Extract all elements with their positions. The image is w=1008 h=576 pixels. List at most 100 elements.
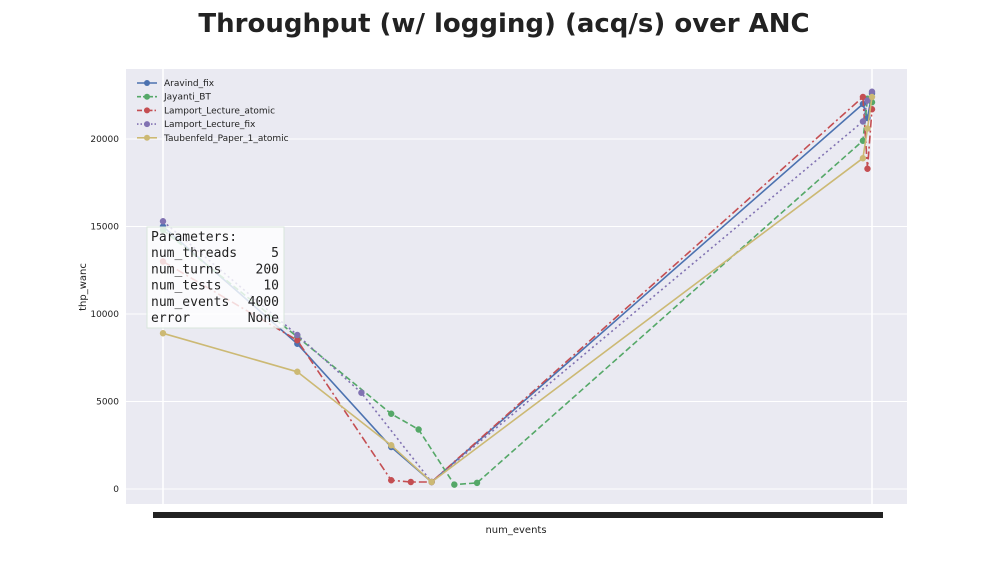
x-tick-label — [313, 512, 315, 518]
x-tick-label — [831, 512, 833, 518]
x-tick-label — [859, 512, 861, 518]
legend-marker — [144, 80, 150, 86]
x-tick-label — [603, 512, 605, 518]
x-tick-label — [837, 512, 839, 518]
x-tick-label — [753, 512, 755, 518]
x-tick-label — [481, 512, 483, 518]
x-tick-label — [599, 512, 601, 518]
x-tick-label — [761, 512, 763, 518]
x-tick-label — [639, 512, 641, 518]
x-tick-label — [651, 512, 653, 518]
x-tick-label — [595, 512, 597, 518]
x-tick-label — [559, 512, 561, 518]
x-tick-label — [669, 512, 671, 518]
x-tick-label — [241, 512, 243, 518]
x-tick-label — [823, 512, 825, 518]
data-point — [859, 137, 867, 144]
x-tick-label — [649, 512, 651, 518]
x-tick-label — [277, 512, 279, 518]
x-tick-label — [779, 512, 781, 518]
x-tick-label — [805, 512, 807, 518]
data-point — [473, 479, 481, 487]
x-tick-label — [379, 512, 381, 518]
x-tick-label — [359, 512, 361, 518]
x-tick-label — [281, 512, 283, 518]
x-tick-label — [547, 512, 549, 518]
x-tick-label — [861, 512, 863, 518]
x-tick-label — [235, 512, 237, 518]
x-tick-label — [847, 512, 849, 518]
x-tick-label — [661, 512, 663, 518]
x-tick-label — [171, 512, 173, 518]
x-tick-label — [609, 512, 611, 518]
x-tick-label — [393, 512, 395, 518]
x-tick-label — [749, 512, 751, 518]
legend-marker — [144, 121, 150, 128]
x-tick-label — [553, 512, 555, 518]
x-tick-label — [419, 512, 421, 518]
x-tick-label — [665, 512, 667, 518]
x-tick-label — [403, 512, 405, 518]
x-tick-label — [675, 512, 677, 518]
x-tick-label — [515, 512, 517, 518]
x-tick-label — [611, 512, 613, 518]
x-tick-label — [789, 512, 791, 518]
x-tick-label — [477, 512, 479, 518]
x-tick-label — [771, 512, 773, 518]
data-point — [294, 337, 301, 344]
x-tick-label — [691, 512, 693, 518]
x-tick-label — [525, 512, 527, 518]
x-tick-label — [667, 512, 669, 518]
x-tick-label — [257, 512, 259, 518]
x-tick-label — [383, 512, 385, 518]
x-tick-label — [857, 512, 859, 518]
x-tick-label — [169, 512, 171, 518]
data-point — [407, 478, 415, 486]
x-tick-label — [655, 512, 657, 518]
x-tick-label — [323, 512, 325, 518]
x-tick-label — [437, 512, 439, 518]
x-tick-label — [333, 512, 335, 518]
x-tick-label — [243, 512, 245, 518]
x-tick-label — [185, 512, 187, 518]
data-point — [387, 442, 395, 449]
x-tick-label — [165, 512, 167, 518]
x-tick-label — [369, 512, 371, 518]
x-tick-label — [739, 512, 741, 518]
x-tick-label — [329, 512, 331, 518]
parameter-value: 200 — [256, 262, 279, 277]
x-tick-label — [375, 512, 377, 518]
x-tick-label — [865, 512, 867, 518]
data-point — [864, 125, 871, 132]
x-tick-label — [199, 512, 201, 518]
x-tick-label — [401, 512, 403, 518]
x-tick-label — [583, 512, 585, 518]
x-tick-label — [757, 512, 759, 518]
x-tick-label — [773, 512, 775, 518]
x-tick-label — [505, 512, 507, 518]
legend-label: Lamport_Lecture_fix — [164, 120, 256, 130]
x-tick-label — [211, 512, 213, 518]
x-tick-label — [851, 512, 853, 518]
x-tick-label — [357, 512, 359, 518]
x-tick-label — [699, 512, 701, 518]
x-tick-label — [785, 512, 787, 518]
x-tick-label — [287, 512, 289, 518]
x-tick-label — [543, 512, 545, 518]
x-tick-label — [539, 512, 541, 518]
x-tick-label — [215, 512, 217, 518]
x-tick-label — [157, 512, 159, 518]
x-tick-label — [503, 512, 505, 518]
x-tick-label — [351, 512, 353, 518]
x-tick-label — [335, 512, 337, 518]
x-tick-label — [499, 512, 501, 518]
x-tick-label — [275, 512, 277, 518]
parameters-box: Parameters:num_threads 5 num_turns 200 num_t… — [146, 226, 285, 329]
x-tick-label — [557, 512, 559, 518]
x-tick-label — [695, 512, 697, 518]
parameters-heading: Parameters: — [151, 230, 237, 245]
legend-label: Jayanti_BT — [163, 93, 211, 103]
x-tick-label — [581, 512, 583, 518]
x-tick-label — [455, 512, 457, 518]
data-point — [387, 477, 395, 484]
